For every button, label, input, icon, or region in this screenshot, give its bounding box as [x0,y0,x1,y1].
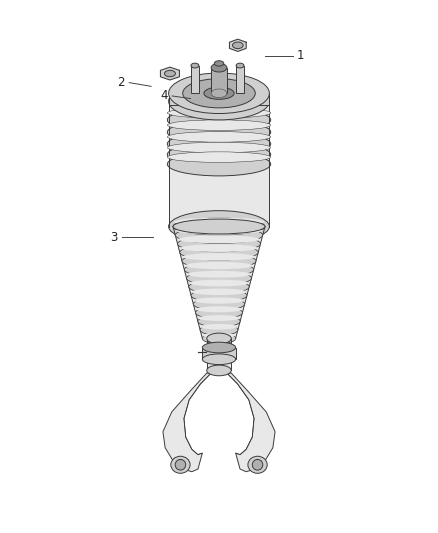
Ellipse shape [191,289,247,302]
Ellipse shape [200,324,238,335]
Ellipse shape [252,459,263,470]
Ellipse shape [167,108,271,118]
Ellipse shape [167,132,271,142]
Bar [211,68,227,93]
Text: 2: 2 [117,76,124,89]
Ellipse shape [169,73,269,114]
Ellipse shape [202,333,236,344]
Polygon shape [227,373,275,472]
Ellipse shape [167,120,271,144]
Polygon shape [173,227,265,338]
Ellipse shape [201,324,237,329]
Ellipse shape [202,354,236,365]
Ellipse shape [211,63,227,72]
Bar [169,93,269,105]
Ellipse shape [204,87,234,99]
Bar [202,348,236,359]
Ellipse shape [178,235,260,244]
Ellipse shape [198,316,240,327]
Ellipse shape [211,89,227,98]
Ellipse shape [198,315,240,321]
Ellipse shape [187,271,251,278]
Ellipse shape [167,152,271,176]
Ellipse shape [167,142,271,153]
Ellipse shape [167,152,271,163]
Polygon shape [160,67,180,80]
Text: 3: 3 [110,231,117,244]
Polygon shape [230,39,246,51]
Ellipse shape [165,70,175,77]
Ellipse shape [177,236,261,252]
Polygon shape [169,101,269,227]
Ellipse shape [187,271,251,285]
Ellipse shape [185,262,253,269]
Ellipse shape [194,297,244,304]
Ellipse shape [167,143,271,166]
Polygon shape [163,373,211,472]
Ellipse shape [175,459,186,470]
Ellipse shape [236,63,244,68]
Ellipse shape [207,333,231,344]
Ellipse shape [196,306,242,319]
Ellipse shape [248,456,267,473]
Ellipse shape [183,79,255,108]
Ellipse shape [184,262,254,277]
Bar [191,66,199,93]
Ellipse shape [174,217,264,226]
Ellipse shape [214,61,224,66]
Ellipse shape [196,306,242,312]
Ellipse shape [180,244,258,252]
Ellipse shape [167,108,271,132]
Ellipse shape [189,280,249,286]
Ellipse shape [169,211,269,243]
Bar [236,66,244,93]
Text: 1: 1 [296,50,304,62]
Ellipse shape [173,218,265,235]
Ellipse shape [175,227,263,244]
Text: 4: 4 [160,90,168,102]
Ellipse shape [202,342,236,353]
Ellipse shape [182,253,256,269]
Ellipse shape [171,456,190,473]
Ellipse shape [183,253,255,261]
Ellipse shape [167,120,271,131]
Ellipse shape [180,245,258,260]
Bar [207,338,231,370]
Ellipse shape [189,280,249,294]
Ellipse shape [193,298,245,310]
Ellipse shape [173,219,265,234]
Ellipse shape [167,132,271,156]
Ellipse shape [191,63,199,68]
Ellipse shape [169,83,269,120]
Ellipse shape [203,333,235,338]
Ellipse shape [176,227,262,235]
Ellipse shape [233,42,243,49]
Ellipse shape [192,288,246,295]
Ellipse shape [207,365,231,376]
